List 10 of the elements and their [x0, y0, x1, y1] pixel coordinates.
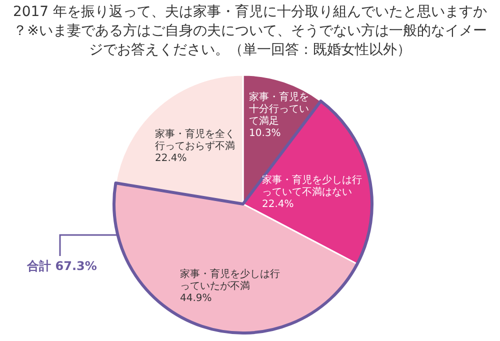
slice-label: 家事・育児を少しは行っていたが不満: [180, 268, 280, 292]
text: 合計 67.3%: [26, 259, 97, 273]
slice-label: 家事・育児を少しは行っていて不満はない: [262, 174, 362, 198]
slice-label: 家事・育児を全く行っておらず不満: [155, 128, 235, 152]
data-label: 44.9%: [180, 293, 212, 304]
slice-label: 家事・育児を十分行っていて満足: [249, 91, 309, 127]
chart-title: 2017 年を振り返って、夫は家事・育児に十分取り組んでいたと思いますか？※いま妻である方はご自身の夫について、そうでない方は一般的なイメージでお答えください。（単一回答：既婚女性以外）: [12, 3, 488, 58]
data-label: 10.3%: [249, 128, 281, 139]
data-label: 22.4%: [262, 199, 294, 210]
data-label: 22.4%: [155, 153, 187, 164]
